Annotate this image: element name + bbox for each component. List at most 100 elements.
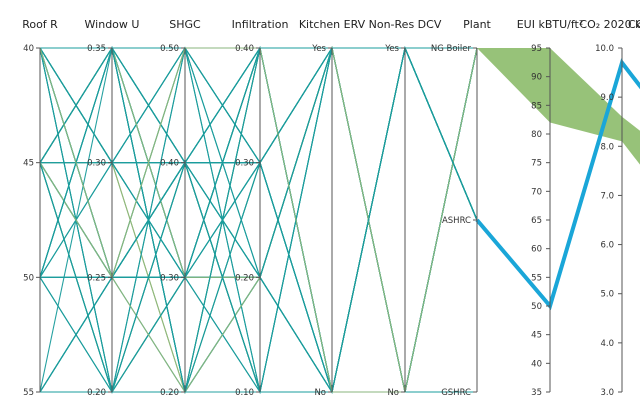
- tick-label: 55: [531, 273, 542, 283]
- design-line: [39, 47, 477, 394]
- tick-label: 0.25: [87, 273, 106, 283]
- design-line: [39, 46, 478, 393]
- design-line: [39, 46, 478, 393]
- design-line: [39, 46, 477, 393]
- design-line: [39, 45, 477, 393]
- tick-label: 0.10: [235, 388, 254, 398]
- tick-label: 70: [531, 187, 542, 197]
- design-line: [39, 46, 478, 395]
- ng-boiler-result-band: [477, 48, 640, 165]
- tick-label: Yes: [311, 44, 326, 54]
- design-line: [40, 47, 477, 393]
- tick-label: NG Boiler: [431, 44, 472, 54]
- design-line: [39, 47, 478, 394]
- tick-label: 0.40: [160, 159, 179, 169]
- design-lines: [39, 45, 478, 395]
- design-line: [39, 47, 478, 393]
- tick-label: 80: [531, 130, 542, 140]
- design-line: [40, 47, 477, 394]
- axis-title: EUI kBTU/ft²: [517, 18, 584, 31]
- design-line: [39, 47, 477, 394]
- design-line: [40, 47, 477, 393]
- design-line: [39, 47, 478, 393]
- design-line: [39, 46, 478, 393]
- tick-label: 60: [531, 245, 542, 255]
- tick-label: 0.30: [235, 159, 254, 169]
- tick-label: 0.20: [87, 388, 106, 398]
- axis-title: Roof R: [22, 18, 58, 31]
- axis-window_u: Window U 0.35 0.30 0.25 0.20: [85, 18, 140, 398]
- axis-plant: Plant NG Boiler ASHRC GSHRC: [431, 18, 492, 398]
- tick-label: 0.20: [235, 273, 254, 283]
- design-line: [39, 45, 478, 393]
- tick-label: 0.20: [160, 388, 179, 398]
- highlighted-design-line: [475, 58, 640, 311]
- axis-eui: EUI kBTU/ft² 95 90 85 80 75 70 65 60 55 50 45 40 35: [517, 18, 584, 398]
- axis-title: Window U: [85, 18, 140, 31]
- tick-label: 50: [531, 302, 542, 312]
- design-line: [39, 47, 477, 393]
- tick-label: 85: [531, 101, 542, 111]
- axis-title: Plant: [463, 18, 491, 31]
- design-line: [40, 47, 478, 395]
- design-line: [39, 46, 478, 393]
- tick-label: 55: [23, 388, 34, 398]
- axis-title: SHGC: [169, 18, 201, 31]
- tick-label: 40: [23, 44, 34, 54]
- axis-shgc: SHGC 0.50 0.40 0.30 0.20: [160, 18, 201, 398]
- design-line: [39, 46, 478, 221]
- tick-label: 9.0: [600, 93, 614, 103]
- design-line: [39, 47, 477, 394]
- axis-co2_next: CO: [628, 18, 640, 31]
- design-line: [39, 46, 477, 393]
- tick-label: 0.30: [160, 273, 179, 283]
- axis-title: Infiltration: [232, 18, 289, 31]
- tick-label: 4.0: [600, 339, 614, 349]
- design-line: [39, 46, 477, 395]
- design-line: [39, 47, 478, 394]
- tick-label: 6.0: [600, 241, 614, 251]
- tick-label: 65: [531, 216, 542, 226]
- axis-kitchen_erv: Kitchen ERV Yes No: [299, 18, 366, 398]
- design-line: [40, 46, 477, 393]
- design-line: [40, 47, 477, 394]
- design-line: [39, 47, 477, 393]
- design-line: [39, 47, 478, 221]
- highlighted-design: [404, 47, 640, 311]
- design-line: [39, 45, 478, 394]
- axis-roof_r: Roof R 40 45 50 55: [22, 18, 58, 398]
- design-line: [39, 46, 478, 393]
- axis-title: CO₂ 2020 kg/ft²: [579, 18, 640, 31]
- design-line: [39, 47, 478, 393]
- design-line: [39, 47, 478, 395]
- design-line: [39, 46, 477, 393]
- design-line: [39, 46, 477, 393]
- tick-label: 0.30: [87, 159, 106, 169]
- design-line: [39, 46, 478, 221]
- axis-title: Kitchen ERV: [299, 18, 366, 31]
- design-line: [39, 45, 477, 393]
- tick-label: 0.50: [160, 44, 179, 54]
- tick-label: 5.0: [600, 290, 614, 300]
- design-line: [39, 45, 478, 394]
- design-line: [39, 46, 477, 393]
- design-line: [39, 47, 478, 221]
- tick-label: 75: [531, 159, 542, 169]
- ng-boiler-band: [477, 48, 640, 165]
- design-line: [39, 46, 478, 394]
- design-line: [39, 47, 477, 393]
- design-line: [39, 47, 478, 394]
- design-line: [39, 46, 477, 394]
- design-line-ashrc: [404, 47, 478, 221]
- axis-title: CO: [628, 18, 640, 31]
- tick-label: 0.40: [235, 44, 254, 54]
- design-line: [39, 45, 477, 394]
- tick-label: ASHRC: [442, 216, 471, 226]
- design-line: [40, 47, 477, 164]
- tick-label: 40: [531, 359, 542, 369]
- axis-nonres_dcv: Non-Res DCV Yes No: [369, 18, 442, 398]
- design-line: [39, 47, 477, 393]
- design-line: [39, 45, 478, 393]
- tick-label: GSHRC: [441, 388, 471, 398]
